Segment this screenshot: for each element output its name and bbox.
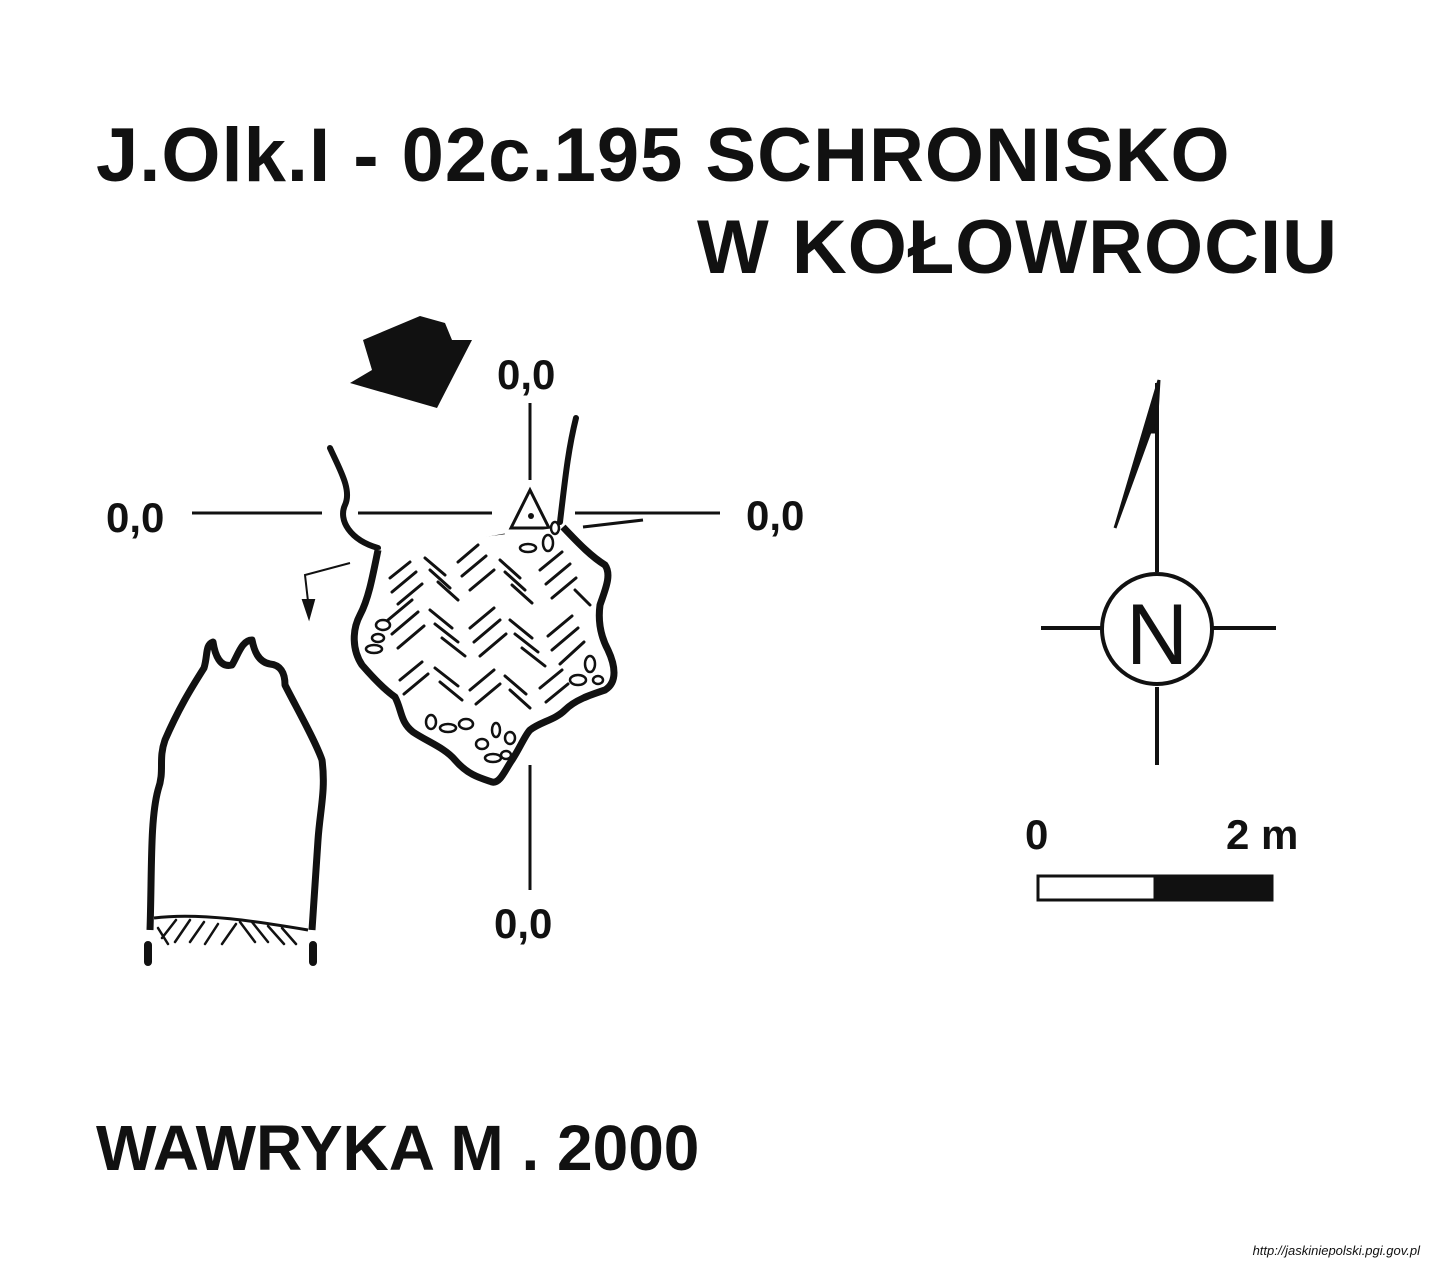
cave-cross-section [144, 636, 327, 966]
entrance-walls [327, 415, 579, 551]
entrance-direction-arrow-icon [350, 316, 472, 408]
sediment-hatching [386, 543, 592, 710]
scale-bar [1036, 874, 1274, 902]
axis-label-top: 0,0 [497, 351, 556, 398]
rubble-blocks [364, 520, 605, 764]
section-pointer-icon [301, 562, 351, 622]
cave-chamber-outline [350, 524, 618, 786]
source-url-link[interactable]: http://jaskiniepolski.pgi.gov.pl [1252, 1243, 1420, 1258]
survey-author: WAWRYKA M . 2000 [96, 1112, 700, 1184]
survey-axis-lines [192, 403, 720, 890]
axis-label-right: 0,0 [746, 492, 805, 539]
axis-label-left: 0,0 [106, 494, 165, 541]
axis-label-bottom: 0,0 [494, 900, 553, 947]
map-title-line-1: J.Olk.I - 02c.195 SCHRONISKO [96, 113, 1231, 198]
north-letter: N [1126, 587, 1188, 683]
north-arrow-compass-icon [1041, 379, 1276, 765]
scale-start-label: 0 [1025, 811, 1049, 858]
map-title-line-2: W KOŁOWROCIU [696, 205, 1338, 290]
scale-end-label: 2 m [1226, 811, 1299, 858]
survey-station-marker-icon [508, 486, 552, 530]
